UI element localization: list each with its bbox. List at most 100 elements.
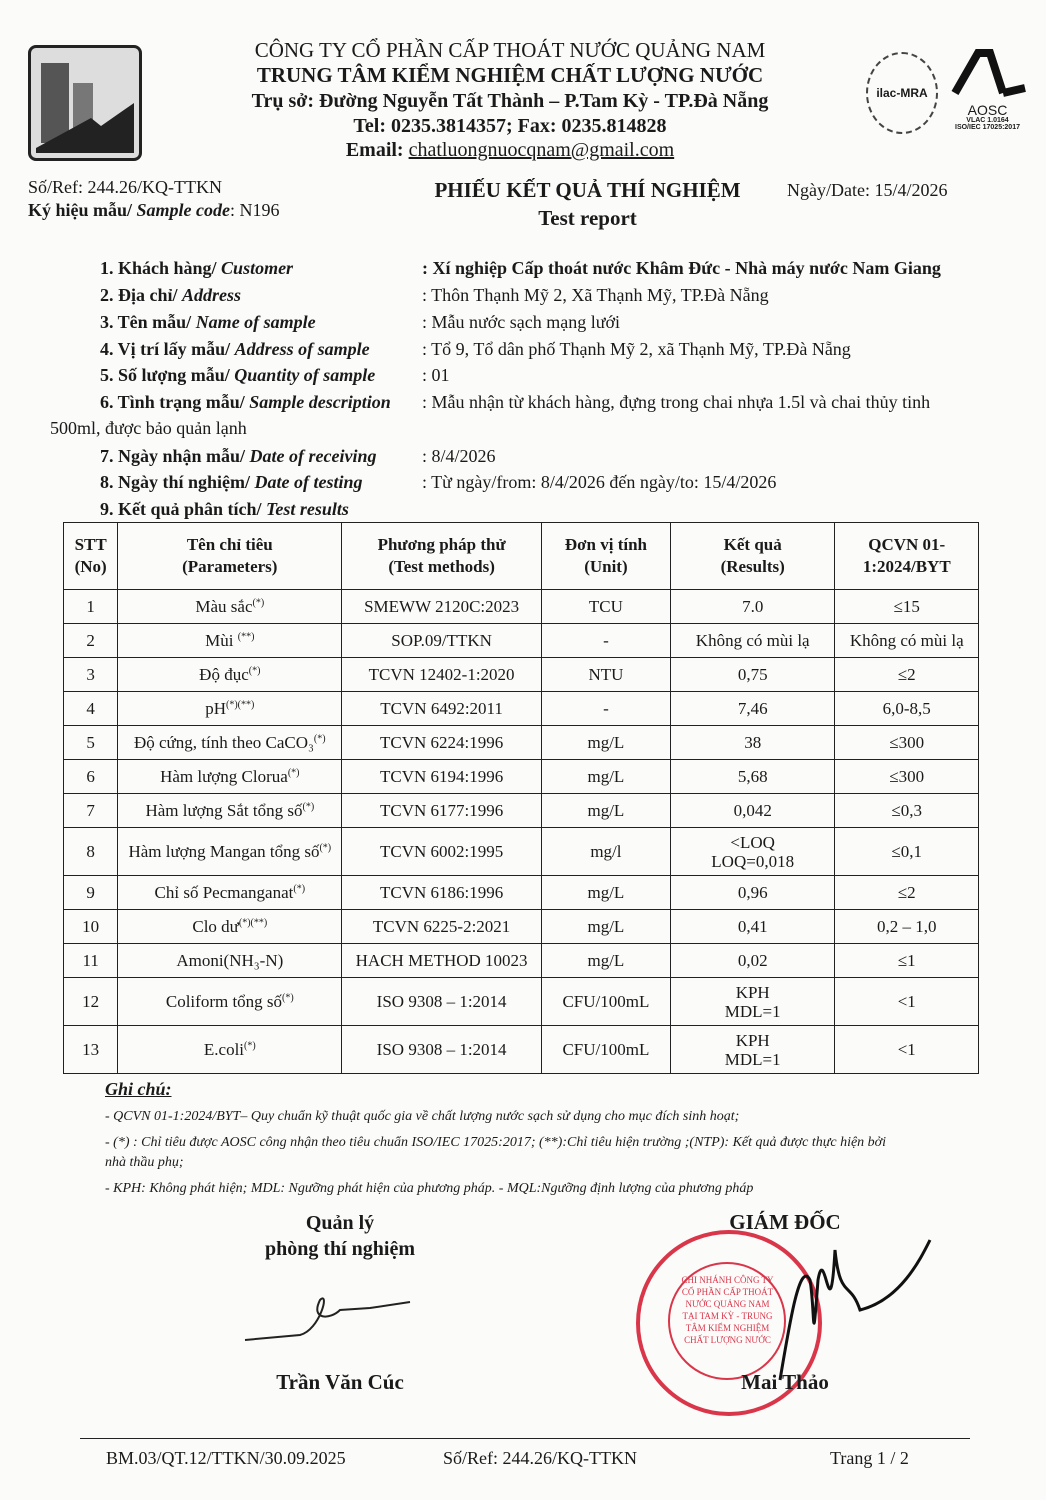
cell-parameter: Màu sắc(*) bbox=[117, 589, 343, 624]
cell-method: TCVN 6224:1996 bbox=[341, 725, 542, 760]
cell-unit: - bbox=[540, 691, 671, 726]
cell-parameter: Hàm lượng Mangan tổng số(*) bbox=[117, 827, 343, 876]
note-line: - QCVN 01-1:2024/BYT– Quy chuẩn kỹ thuật… bbox=[105, 1109, 740, 1124]
cell-method: ISO 9308 – 1:2014 bbox=[341, 977, 542, 1026]
cell-no: 9 bbox=[62, 875, 119, 910]
cell-limit: ≤300 bbox=[834, 725, 979, 760]
table-row: 5 Độ cứng, tính theo CaCO₃(*) TCVN 6224:… bbox=[62, 725, 979, 760]
lab-manager-title: Quản lý bbox=[305, 1212, 375, 1234]
table-row: 1 Màu sắc(*) SMEWW 2120C:2023 TCU 7.0 ≤1… bbox=[62, 589, 979, 624]
report-title: PHIẾU KẾT QUẢ THÍ NGHIỆM bbox=[434, 178, 741, 202]
email-label: Email: bbox=[345, 139, 404, 161]
cell-parameter: Chỉ số Pecmanganat(*) bbox=[117, 875, 343, 910]
info-label: 1. Khách hàng/ Customer bbox=[100, 258, 294, 278]
note-line: nhà thầu phụ; bbox=[105, 1155, 184, 1170]
email-link[interactable]: chatluongnuocqnam@gmail.com bbox=[408, 139, 675, 161]
cell-unit: mg/L bbox=[540, 793, 671, 828]
table-row: 8 Hàm lượng Mangan tổng số(*) TCVN 6002:… bbox=[62, 827, 979, 876]
cell-result: 0,75 bbox=[669, 657, 836, 692]
cell-method: TCVN 12402-1:2020 bbox=[341, 657, 542, 692]
cell-limit: ≤0,3 bbox=[834, 793, 979, 828]
ref-number: Số/Ref: 244.26/KQ-TTKN bbox=[28, 177, 222, 197]
cell-method: TCVN 6492:2011 bbox=[341, 691, 542, 726]
cell-limit: ≤0,1 bbox=[834, 827, 979, 876]
cell-no: 8 bbox=[62, 827, 119, 876]
cell-limit: ≤1 bbox=[834, 943, 979, 978]
lab-manager-title-2: phòng thí nghiệm bbox=[264, 1238, 416, 1260]
table-row: 2 Mùi (**) SOP.09/TTKN - Không có mùi lạ… bbox=[62, 623, 979, 658]
report-date: Ngày/Date: 15/4/2026 bbox=[787, 180, 948, 200]
cell-result: 5,68 bbox=[669, 759, 836, 794]
cell-limit: 6,0-8,5 bbox=[834, 691, 979, 726]
cell-result: KPH MDL=1 bbox=[669, 977, 836, 1026]
table-row: 10 Clo dư(*)(**) TCVN 6225-2:2021 mg/L 0… bbox=[62, 909, 979, 944]
cell-parameter: E.coli(*) bbox=[117, 1025, 343, 1074]
table-row: 7 Hàm lượng Sắt tổng số(*) TCVN 6177:199… bbox=[62, 793, 979, 828]
footer-page: Trang 1 / 2 bbox=[830, 1448, 909, 1468]
info-value: : 01 bbox=[422, 365, 450, 385]
table-row: 12 Coliform tổng số(*) ISO 9308 – 1:2014… bbox=[62, 977, 979, 1026]
column-header: Tên chỉ tiêu (Parameters) bbox=[117, 522, 343, 590]
cell-parameter: Hàm lượng Clorua(*) bbox=[117, 759, 343, 794]
column-header: QCVN 01- 1:2024/BYT bbox=[834, 522, 979, 590]
notes-title: Ghi chú: bbox=[105, 1079, 172, 1099]
lab-manager-signature bbox=[244, 1297, 411, 1341]
info-label: 9. Kết quả phân tích/ Test results bbox=[100, 499, 349, 519]
column-header: STT (No) bbox=[62, 522, 119, 590]
cell-limit: ≤2 bbox=[834, 657, 979, 692]
cell-method: ISO 9308 – 1:2014 bbox=[341, 1025, 542, 1074]
footer-divider bbox=[80, 1438, 970, 1439]
info-label: 3. Tên mẫu/ Name of sample bbox=[100, 312, 316, 332]
table-row: 4 pH(*)(**) TCVN 6492:2011 - 7,46 6,0-8,… bbox=[62, 691, 979, 726]
cell-no: 11 bbox=[62, 943, 119, 978]
info-value: : Mẫu nhận từ khách hàng, đựng trong cha… bbox=[422, 392, 931, 412]
cell-parameter: Coliform tổng số(*) bbox=[117, 977, 343, 1026]
cell-no: 5 bbox=[62, 725, 119, 760]
cell-parameter: Amoni(NH₃-N) bbox=[117, 943, 343, 978]
company-name: CÔNG TY CỔ PHẦN CẤP THOÁT NƯỚC QUẢNG NAM bbox=[254, 38, 766, 62]
address: Trụ sở: Đường Nguyễn Tất Thành – P.Tam K… bbox=[251, 90, 769, 112]
director-signature bbox=[778, 1239, 932, 1381]
cell-result: KPH MDL=1 bbox=[669, 1025, 836, 1074]
director-name: Mai Thảo bbox=[741, 1370, 829, 1394]
info-value: : 8/4/2026 bbox=[422, 446, 496, 466]
cell-parameter: Độ đục(*) bbox=[117, 657, 343, 692]
center-name: TRUNG TÂM KIỂM NGHIỆM CHẤT LƯỢNG NƯỚC bbox=[256, 63, 764, 87]
cell-unit: mg/l bbox=[540, 827, 671, 876]
info-value-cont: 500ml, được bảo quản lạnh bbox=[50, 418, 247, 438]
cell-limit: Không có mùi lạ bbox=[834, 623, 979, 658]
cell-unit: mg/L bbox=[540, 725, 671, 760]
info-value: : Thôn Thạnh Mỹ 2, Xã Thạnh Mỹ, TP.Đà Nẵ… bbox=[422, 285, 769, 305]
info-label: 7. Ngày nhận mẫu/ Date of receiving bbox=[100, 446, 377, 466]
cell-method: TCVN 6186:1996 bbox=[341, 875, 542, 910]
info-label: 2. Địa chỉ/ Address bbox=[100, 285, 242, 305]
cell-result: 7,46 bbox=[669, 691, 836, 726]
info-value: : Mẫu nước sạch mạng lưới bbox=[422, 312, 621, 332]
sample-code: Ký hiệu mẫu/ Sample code: N196 bbox=[28, 200, 280, 220]
director-title: GIÁM ĐỐC bbox=[729, 1210, 841, 1234]
cell-no: 12 bbox=[62, 977, 119, 1026]
table-row: 9 Chỉ số Pecmanganat(*) TCVN 6186:1996 m… bbox=[62, 875, 979, 910]
cell-unit: mg/L bbox=[540, 759, 671, 794]
cell-result: 0,41 bbox=[669, 909, 836, 944]
column-header: Đơn vị tính (Unit) bbox=[540, 522, 671, 590]
cell-limit: <1 bbox=[834, 977, 979, 1026]
cell-no: 2 bbox=[62, 623, 119, 658]
info-label: 5. Số lượng mẫu/ Quantity of sample bbox=[100, 365, 376, 385]
table-row: 3 Độ đục(*) TCVN 12402-1:2020 NTU 0,75 ≤… bbox=[62, 657, 979, 692]
cell-result: 38 bbox=[669, 725, 836, 760]
report-subtitle: Test report bbox=[538, 206, 637, 230]
cell-no: 7 bbox=[62, 793, 119, 828]
cell-no: 3 bbox=[62, 657, 119, 692]
info-value: : Từ ngày/from: 8/4/2026 đến ngày/to: 15… bbox=[422, 472, 777, 492]
cell-unit: NTU bbox=[540, 657, 671, 692]
cell-parameter: Độ cứng, tính theo CaCO₃(*) bbox=[117, 725, 343, 760]
cell-parameter: Clo dư(*)(**) bbox=[117, 909, 343, 944]
cell-limit: ≤2 bbox=[834, 875, 979, 910]
cell-method: HACH METHOD 10023 bbox=[341, 943, 542, 978]
cell-unit: mg/L bbox=[540, 875, 671, 910]
cell-no: 13 bbox=[62, 1025, 119, 1074]
column-header: Phương pháp thử (Test methods) bbox=[341, 522, 542, 590]
cell-parameter: Hàm lượng Sắt tổng số(*) bbox=[117, 793, 343, 828]
footer-form-code: BM.03/QT.12/TTKN/30.09.2025 bbox=[106, 1448, 346, 1468]
